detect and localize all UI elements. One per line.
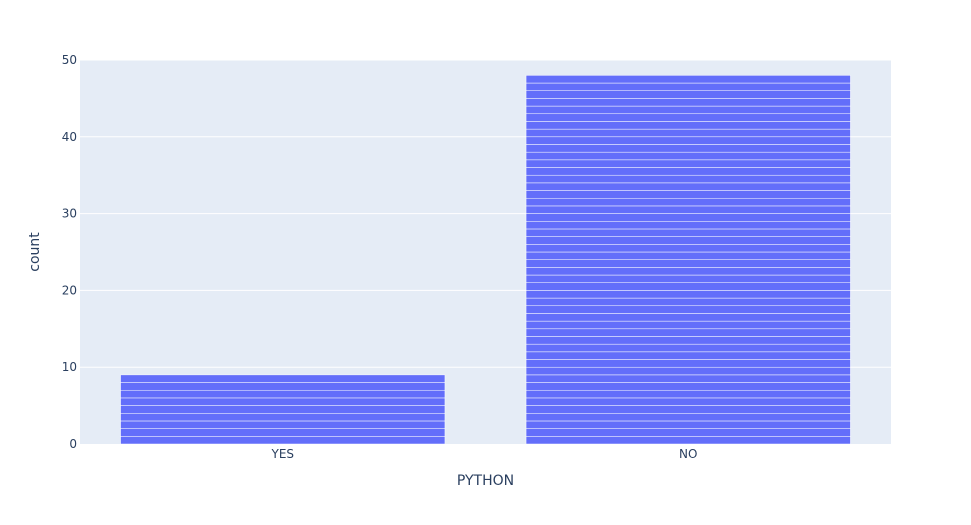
bar-segment: [525, 413, 851, 422]
bar-segment: [525, 366, 851, 376]
bar-segment: [525, 389, 851, 399]
bar-segment: [525, 159, 851, 168]
x-tick-labels: YES NO: [270, 447, 697, 461]
bar-no: [525, 75, 851, 445]
bar-segment: [525, 405, 851, 414]
bar-segment: [525, 397, 851, 406]
bar-segment: [525, 75, 851, 84]
bar-segment: [525, 151, 851, 161]
bar-segment: [120, 420, 446, 429]
bar-segment: [525, 98, 851, 107]
bar-segment: [120, 428, 446, 437]
bar-segment: [525, 90, 851, 99]
bar-segment: [120, 389, 446, 399]
bar-segment: [525, 213, 851, 222]
bar-segment: [525, 236, 851, 245]
bar-segment: [525, 105, 851, 115]
x-tick-label: NO: [679, 447, 697, 461]
bar-segment: [525, 244, 851, 253]
bars: [120, 75, 851, 445]
bar-segment: [120, 382, 446, 391]
y-tick-label: 40: [62, 130, 77, 144]
bar-segment: [120, 374, 446, 383]
bar-segment: [525, 205, 851, 214]
y-tick-label: 10: [62, 360, 77, 374]
bar-segment: [525, 82, 851, 91]
bar-segment: [525, 274, 851, 283]
y-tick-label: 20: [62, 283, 77, 297]
bar-segment: [525, 336, 851, 345]
y-tick-label: 0: [69, 437, 77, 451]
bar-segment: [525, 174, 851, 184]
bar-segment: [525, 259, 851, 268]
bar-segment: [525, 282, 851, 291]
bar-segment: [525, 228, 851, 237]
bar-segment: [525, 190, 851, 199]
bar-segment: [525, 343, 851, 353]
bar-segment: [525, 297, 851, 307]
bar-segment: [525, 144, 851, 153]
bar-segment: [525, 305, 851, 314]
y-tick-label: 50: [62, 53, 77, 67]
bar-segment: [525, 420, 851, 429]
y-axis-title: count: [27, 232, 43, 272]
bar-segment: [525, 128, 851, 138]
bar-segment: [525, 182, 851, 191]
bar-segment: [525, 113, 851, 122]
bar-segment: [525, 436, 851, 445]
bar-segment: [120, 413, 446, 422]
y-tick-labels: 0 10 20 30 40 50: [62, 53, 77, 451]
bar-segment: [120, 397, 446, 406]
bar-segment: [525, 359, 851, 368]
bar-segment: [525, 121, 851, 130]
bar-segment: [525, 221, 851, 230]
bar-segment: [525, 328, 851, 337]
bar-segment: [525, 313, 851, 322]
bar-segment: [525, 428, 851, 437]
bar-segment: [525, 167, 851, 176]
bar-yes: [120, 374, 446, 445]
bar-segment: [525, 351, 851, 360]
x-axis-title: PYTHON: [457, 473, 514, 489]
bar-segment: [525, 267, 851, 276]
bar-segment: [525, 382, 851, 391]
bar-segment: [120, 436, 446, 445]
bar-segment: [525, 251, 851, 260]
bar-segment: [525, 136, 851, 145]
bar-segment: [525, 290, 851, 299]
bar-segment: [525, 374, 851, 383]
bar-segment: [525, 320, 851, 330]
bar-segment: [120, 405, 446, 414]
x-tick-label: YES: [270, 447, 294, 461]
bar-segment: [525, 197, 851, 207]
y-tick-label: 30: [62, 207, 77, 221]
